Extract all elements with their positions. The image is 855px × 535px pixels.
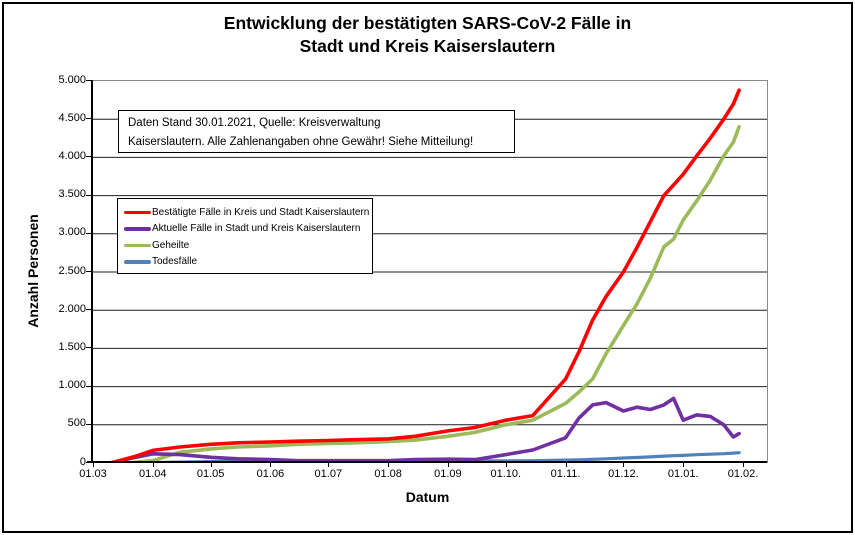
x-tick-mark	[743, 462, 744, 467]
y-tick-label: 2.500	[58, 264, 86, 277]
y-tick-mark	[86, 80, 92, 81]
legend-label-bestaetigte: Bestätigte Fälle in Kreis und Stadt Kais…	[152, 206, 370, 218]
x-tick-mark	[565, 462, 567, 467]
x-tick-label: 01.10.	[490, 468, 522, 480]
y-tick-label: 2.000	[58, 302, 86, 315]
y-tick-label: 1.000	[58, 379, 86, 392]
x-tick-mark	[505, 462, 507, 467]
legend-swatch-geheilte	[124, 243, 151, 247]
y-tick-label: 4.000	[58, 149, 86, 162]
y-tick-mark	[86, 385, 92, 387]
y-tick-mark	[86, 347, 92, 349]
y-tick-label: 1.500	[58, 340, 86, 353]
x-tick-label: 01.08	[374, 468, 402, 480]
x-tick-mark	[388, 462, 390, 467]
y-tick-mark	[86, 309, 92, 311]
y-tick-mark	[86, 232, 92, 234]
legend-swatch-todesfaelle	[124, 260, 151, 264]
x-tick-label: 01.09	[434, 468, 462, 480]
y-tick-mark	[86, 194, 92, 196]
y-tick-label: 4.500	[58, 111, 86, 124]
y-tick-label: 5.000	[58, 73, 86, 86]
legend-label-todesfaelle: Todesfälle	[152, 256, 198, 268]
y-axis-line	[91, 80, 93, 463]
y-tick-label: 3.500	[58, 188, 86, 201]
y-tick-mark	[86, 423, 92, 425]
y-tick-label: 500	[67, 417, 86, 430]
y-tick-mark	[86, 271, 92, 272]
x-tick-label: 01.07	[314, 468, 343, 480]
annotation-box: Daten Stand 30.01.2021, Quelle: Kreisver…	[118, 110, 515, 153]
x-tick-mark	[623, 462, 625, 467]
x-axis-title: Datum	[405, 489, 450, 505]
x-tick-mark	[210, 462, 212, 467]
x-tick-mark	[447, 462, 449, 467]
y-tick-mark	[86, 156, 92, 158]
x-tick-mark	[152, 462, 154, 467]
page-title-line-2: Stadt und Kreis Kaiserslautern	[299, 36, 556, 56]
y-axis-title: Anzahl Personen	[25, 214, 41, 328]
series-line-aktuelle	[93, 396, 741, 463]
x-tick-label: 01.11.	[550, 468, 581, 480]
x-tick-label: 01.03	[79, 468, 107, 480]
x-tick-label: 01.12.	[608, 468, 639, 480]
page-title-line-1: Entwicklung der bestätigten SARS-CoV-2 F…	[223, 13, 632, 33]
legend-item: Todesfälle	[124, 254, 372, 271]
legend: Bestätigte Fälle in Kreis und Stadt Kais…	[117, 198, 373, 274]
x-tick-mark	[328, 462, 330, 467]
legend-swatch-bestaetigte	[124, 210, 151, 214]
y-tick-mark	[86, 118, 92, 120]
annotation-line-2: Kaiserslautern. Alle Zahlenangaben ohne …	[128, 136, 474, 148]
legend-swatch-aktuelle	[124, 227, 151, 231]
x-tick-label: 01.05	[196, 468, 225, 480]
y-tick-mark	[86, 462, 92, 463]
y-tick-label: 0	[79, 455, 86, 468]
series-line-bestaetigte	[93, 88, 741, 463]
legend-items: Bestätigte Fälle in Kreis und Stadt Kais…	[124, 204, 372, 270]
legend-item: Bestätigte Fälle in Kreis und Stadt Kais…	[124, 204, 372, 221]
x-tick-mark	[270, 462, 272, 467]
x-tick-label: 01.04	[139, 468, 167, 480]
x-tick-label: 01.06	[256, 468, 285, 480]
legend-item: Aktuelle Fälle in Stadt und Kreis Kaiser…	[124, 221, 372, 238]
legend-item: Geheilte	[124, 237, 372, 254]
y-tick-label: 3.000	[58, 226, 86, 239]
x-tick-label: 01.02.	[727, 468, 759, 480]
x-tick-mark	[683, 462, 685, 467]
x-tick-label: 01.01.	[667, 468, 699, 480]
page-title: Entwicklung der bestätigten SARS-CoV-2 F…	[0, 12, 855, 58]
series-line-geheilte	[93, 124, 741, 463]
annotation-line-1: Daten Stand 30.01.2021, Quelle: Kreisver…	[128, 117, 381, 129]
x-axis-line	[87, 461, 767, 463]
legend-label-geheilte: Geheilte	[152, 239, 190, 251]
legend-label-aktuelle: Aktuelle Fälle in Stadt und Kreis Kaiser…	[152, 223, 361, 235]
x-tick-mark	[93, 462, 94, 467]
